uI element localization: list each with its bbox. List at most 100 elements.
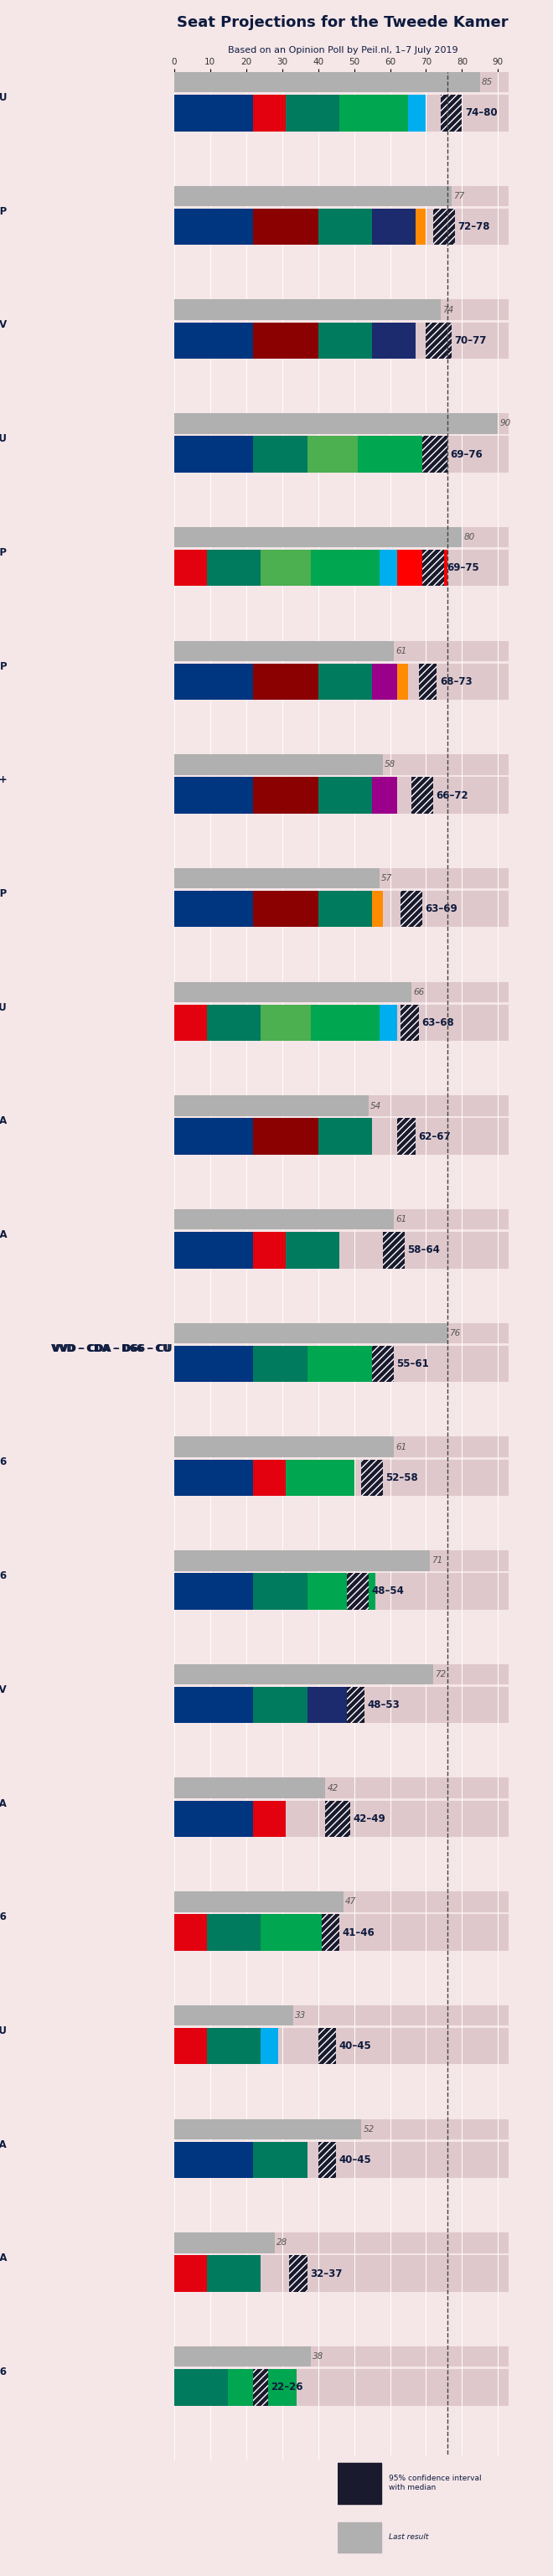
Bar <box>401 891 422 927</box>
Text: 69–76: 69–76 <box>451 448 483 459</box>
Bar <box>174 665 509 701</box>
Bar <box>174 299 509 319</box>
Bar <box>174 1437 509 1458</box>
Bar <box>174 641 394 662</box>
Text: 61: 61 <box>395 647 406 654</box>
Bar <box>174 185 509 206</box>
Bar <box>174 95 253 131</box>
Bar <box>174 1574 253 1610</box>
Bar <box>174 95 509 131</box>
Bar <box>422 549 444 587</box>
Bar <box>174 778 253 814</box>
Bar <box>174 2370 228 2406</box>
Bar <box>372 778 397 814</box>
Bar <box>415 209 426 245</box>
Text: 80: 80 <box>464 533 475 541</box>
Bar <box>174 868 509 889</box>
Text: 85: 85 <box>482 77 493 88</box>
Bar <box>253 1574 307 1610</box>
Text: 41–46: 41–46 <box>342 1927 375 1937</box>
Bar <box>174 209 509 245</box>
Bar <box>174 981 411 1002</box>
Bar <box>411 778 433 814</box>
Bar <box>174 2141 509 2179</box>
Bar <box>372 1345 394 1383</box>
Bar <box>433 209 455 245</box>
Bar <box>347 1574 368 1610</box>
Bar <box>174 665 253 701</box>
Bar <box>307 1574 375 1610</box>
Bar <box>174 1095 509 1115</box>
Bar <box>174 185 451 206</box>
Bar <box>253 2370 268 2406</box>
Bar <box>325 1801 351 1837</box>
Bar <box>337 2522 381 2553</box>
Text: 48–54: 48–54 <box>371 1587 404 1597</box>
Bar <box>174 1574 509 1610</box>
Bar <box>383 1231 404 1267</box>
Text: 40–45: 40–45 <box>339 2040 372 2050</box>
Bar <box>174 2120 361 2141</box>
Bar <box>253 1118 318 1154</box>
Text: 62–67: 62–67 <box>418 1131 451 1141</box>
Bar <box>397 1118 415 1154</box>
Text: Last result: Last result <box>389 2532 429 2540</box>
Text: VVD – FvD – CDA – PVV – SGP: VVD – FvD – CDA – PVV – SGP <box>0 206 7 216</box>
Bar <box>174 2257 509 2293</box>
Bar <box>307 1687 351 1723</box>
Bar <box>311 1005 379 1041</box>
Bar <box>207 549 260 587</box>
Bar <box>401 891 422 927</box>
Bar <box>426 322 451 358</box>
Bar <box>372 891 383 927</box>
Bar <box>174 1324 447 1345</box>
Bar <box>253 665 318 701</box>
Bar <box>440 95 462 131</box>
Bar <box>174 1095 368 1115</box>
Bar <box>253 891 318 927</box>
Text: 55–61: 55–61 <box>397 1358 429 1370</box>
Text: 66: 66 <box>414 987 425 997</box>
Bar <box>372 209 415 245</box>
Text: PvdA – CDA – GL – D66 – CU: PvdA – CDA – GL – D66 – CU <box>0 1002 7 1012</box>
Bar <box>174 2347 509 2367</box>
Bar <box>337 2463 381 2504</box>
Bar <box>174 868 379 889</box>
Text: VVD – FvD – CDA – 50+: VVD – FvD – CDA – 50+ <box>0 775 7 786</box>
Bar <box>174 1914 207 1950</box>
Bar <box>174 2027 509 2063</box>
Text: VVD – FvD – CDA – 50+ – SGP: VVD – FvD – CDA – 50+ – SGP <box>0 662 7 672</box>
Bar <box>318 2027 336 2063</box>
Bar <box>253 1801 286 1837</box>
Bar <box>174 1118 253 1154</box>
Text: VVD – CDA – D66: VVD – CDA – D66 <box>0 1571 7 1582</box>
Bar <box>174 1551 430 1571</box>
Bar <box>174 1914 509 1950</box>
Bar <box>286 95 340 131</box>
Bar <box>174 981 509 1002</box>
Text: 38: 38 <box>312 2352 324 2360</box>
Bar <box>174 435 509 471</box>
Text: VVD – FvD – CDA – PVV: VVD – FvD – CDA – PVV <box>0 319 7 330</box>
Bar <box>174 778 509 814</box>
Bar <box>379 1005 397 1041</box>
Bar <box>174 299 440 319</box>
Bar <box>174 412 498 433</box>
Text: VVD – PvdA – CDA: VVD – PvdA – CDA <box>0 1229 7 1239</box>
Bar <box>253 435 307 471</box>
Bar <box>318 209 372 245</box>
Bar <box>174 2233 275 2254</box>
Text: 58: 58 <box>385 760 396 768</box>
Text: 33: 33 <box>295 2012 306 2020</box>
Bar <box>253 1231 286 1267</box>
Bar <box>174 549 207 587</box>
Text: PvdA – CDA – CU: PvdA – CDA – CU <box>0 2025 7 2035</box>
Text: 52: 52 <box>363 2125 374 2133</box>
Text: VVD – PvdA – D66: VVD – PvdA – D66 <box>0 1458 7 1468</box>
Bar <box>318 665 372 701</box>
Bar <box>207 1914 260 1950</box>
Text: VVD – CDA – D66 – CU: VVD – CDA – D66 – CU <box>51 1342 171 1355</box>
Bar <box>411 778 433 814</box>
Bar <box>318 891 372 927</box>
Bar <box>372 1345 394 1383</box>
